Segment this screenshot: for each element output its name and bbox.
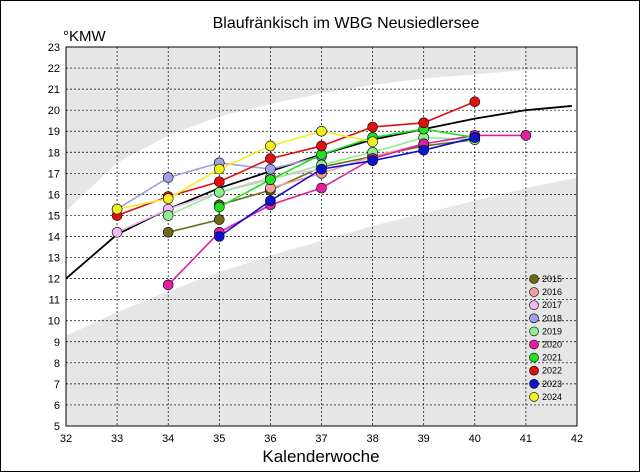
x-tick-label: 42 <box>571 433 583 445</box>
data-point <box>162 172 174 183</box>
legend-label: 2016 <box>542 287 562 297</box>
legend-marker <box>529 352 539 363</box>
y-tick-labels: 5 6 7 8 9 10 11 12 13 14 15 16 17 18 19 20 21 22 23 <box>48 42 60 433</box>
data-point <box>265 153 276 164</box>
data-point <box>214 231 225 242</box>
legend-label: 2022 <box>542 366 562 376</box>
data-point <box>367 121 378 133</box>
data-point <box>214 163 225 175</box>
lower-range-band <box>66 177 577 426</box>
legend: 2015 2016 2017 2018 2019 2020 2021 2022 2023 2024 <box>529 274 562 402</box>
legend-label: 2019 <box>542 326 562 336</box>
series-2023 <box>214 132 481 242</box>
x-tick-label: 41 <box>520 433 532 445</box>
data-point <box>162 279 174 291</box>
x-tick-label: 39 <box>418 433 430 445</box>
y-tick-label: 18 <box>48 147 60 159</box>
data-point <box>111 226 123 238</box>
x-tick-label: 36 <box>264 433 276 445</box>
y-tick-label: 5 <box>54 421 60 433</box>
series-line <box>218 128 475 208</box>
data-point <box>162 193 174 204</box>
data-point <box>214 176 225 188</box>
y-tick-label: 22 <box>48 63 60 75</box>
y-tick-label: 19 <box>48 126 60 138</box>
legend-label: 2020 <box>542 340 562 350</box>
y-tick-label: 17 <box>48 168 60 180</box>
data-point <box>367 155 378 166</box>
legend-label: 2017 <box>542 300 562 310</box>
data-point <box>214 186 225 198</box>
x-tick-label: 34 <box>162 433 174 445</box>
legend-marker <box>529 300 539 311</box>
y-tick-label: 21 <box>48 84 60 96</box>
series-line <box>116 130 373 210</box>
x-tick-label: 32 <box>60 433 72 445</box>
legend-marker <box>529 365 539 376</box>
legend-label: 2023 <box>542 379 562 389</box>
y-tick-label: 8 <box>54 358 60 370</box>
x-axis-label: Kalenderwoche <box>262 447 379 466</box>
data-point <box>469 132 481 143</box>
legend-marker <box>529 392 539 402</box>
y-tick-label: 11 <box>49 295 60 307</box>
data-point <box>520 130 532 141</box>
legend-label: 2024 <box>542 392 562 402</box>
y-tick-label: 14 <box>48 232 60 244</box>
data-point <box>162 226 174 238</box>
data-point <box>265 195 276 207</box>
upper-range-band <box>66 47 577 212</box>
x-tick-label: 33 <box>111 433 123 445</box>
data-point <box>316 163 327 175</box>
data-point <box>214 201 225 213</box>
data-point <box>214 214 225 225</box>
data-point <box>316 125 327 137</box>
y-tick-label: 15 <box>48 210 60 222</box>
x-tick-labels: 32 33 34 35 36 37 38 39 40 41 42 <box>60 433 583 445</box>
data-point <box>265 140 276 152</box>
legend-label: 2015 <box>542 274 562 284</box>
x-tick-label: 38 <box>366 433 378 445</box>
y-tick-label: 7 <box>54 379 60 391</box>
legend-marker <box>529 378 539 389</box>
legend-marker <box>529 287 539 297</box>
series-line <box>218 136 475 238</box>
y-tick-label: 6 <box>54 400 60 412</box>
x-tick-label: 40 <box>469 433 481 445</box>
data-point <box>418 117 430 129</box>
data-point <box>111 203 123 215</box>
data-point <box>316 182 327 194</box>
y-tick-label: 9 <box>54 337 60 349</box>
data-point <box>162 210 174 221</box>
chart-title: Blaufränkisch im WBG Neusiedlersee <box>213 15 480 32</box>
legend-marker <box>529 274 539 284</box>
legend-label: 2021 <box>542 353 562 363</box>
plot-border <box>65 46 578 427</box>
series-layer <box>111 96 532 291</box>
legend-marker <box>529 339 539 350</box>
series-2024 <box>111 125 378 215</box>
y-tick-label: 16 <box>48 189 60 201</box>
data-point <box>418 144 430 156</box>
data-point <box>316 140 327 152</box>
y-tick-label: 20 <box>48 105 60 117</box>
y-tick-label: 12 <box>48 274 60 286</box>
y-tick-label: 10 <box>48 316 60 328</box>
x-tick-label: 37 <box>315 433 327 445</box>
y-tick-label: 23 <box>48 42 60 54</box>
data-point <box>469 96 481 108</box>
y-tick-label: 13 <box>48 253 60 265</box>
data-point <box>367 136 378 148</box>
legend-marker <box>529 313 539 324</box>
data-point <box>265 163 276 175</box>
legend-marker <box>529 326 539 337</box>
y-axis-label: °KMW <box>63 28 106 45</box>
legend-label: 2018 <box>542 313 562 323</box>
data-point <box>265 174 276 185</box>
x-tick-label: 35 <box>213 433 225 445</box>
